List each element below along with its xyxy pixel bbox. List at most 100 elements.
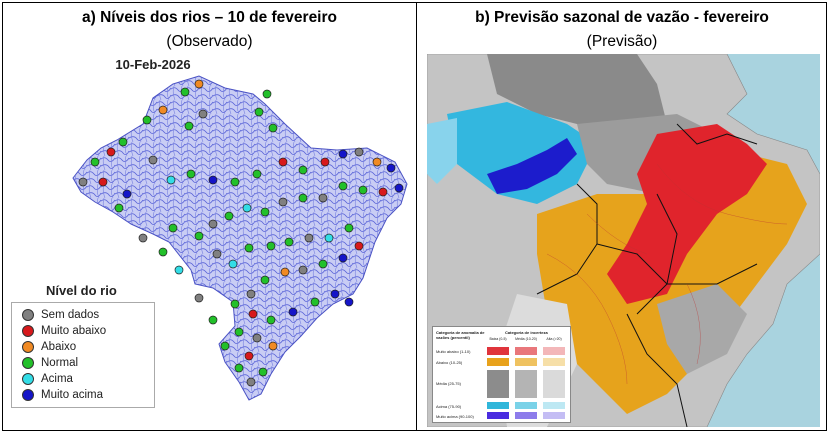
region-red: [607, 124, 767, 304]
river-level-legend: Sem dados Muito abaixo Abaixo Normal Aci…: [11, 302, 155, 408]
green-dot-icon: [22, 357, 34, 369]
station-marker: [304, 233, 314, 243]
station-marker: [138, 233, 148, 243]
legend-item-very-high: Muito acima: [22, 387, 103, 403]
station-marker: [220, 341, 230, 351]
station-marker: [244, 351, 254, 361]
station-marker: [280, 267, 290, 277]
region-cyan: [447, 102, 597, 204]
station-marker: [234, 327, 244, 337]
station-marker: [330, 289, 340, 299]
station-marker: [244, 243, 254, 253]
swatch: [487, 358, 509, 366]
panel-observed: a) Níveis dos rios – 10 de fevereiro (Ob…: [3, 2, 416, 431]
legend-item-normal: Normal: [22, 355, 78, 371]
station-marker: [358, 185, 368, 195]
swatch: [543, 347, 565, 355]
station-marker: [122, 189, 132, 199]
panel-b-subtitle: (Previsão): [586, 33, 658, 50]
station-marker: [158, 105, 168, 115]
station-marker: [158, 247, 168, 257]
station-marker: [288, 307, 298, 317]
station-marker: [344, 297, 354, 307]
station-marker: [208, 315, 218, 325]
swatch: [515, 412, 537, 419]
panel-divider: [416, 2, 417, 431]
legend-label: Muito acima: [41, 389, 103, 401]
swatch: [487, 412, 509, 419]
blue-dot-icon: [22, 389, 34, 401]
swatch: [515, 347, 537, 355]
legend-label: Acima: [41, 373, 73, 385]
panel-a-subtitle: (Observado): [166, 33, 253, 50]
station-marker: [258, 367, 268, 377]
station-marker: [344, 223, 354, 233]
legend-title: Nível do rio: [46, 283, 117, 298]
row-label-very-low: Muito abaixo (1-10): [436, 349, 471, 354]
observed-river-map: [72, 75, 408, 401]
station-marker: [230, 177, 240, 187]
station-marker: [186, 169, 196, 179]
brazil-outline: [72, 75, 408, 401]
station-marker: [338, 253, 348, 263]
region-gray-south: [657, 284, 747, 374]
station-marker: [278, 157, 288, 167]
station-marker: [338, 181, 348, 191]
swatch: [543, 412, 565, 419]
col-high: Alta (>20): [546, 337, 562, 341]
station-marker: [90, 157, 100, 167]
station-marker: [310, 297, 320, 307]
station-marker: [234, 363, 244, 373]
station-marker: [338, 149, 348, 159]
station-marker: [298, 265, 308, 275]
station-marker: [260, 207, 270, 217]
legend-header-anomaly: Categoria de anomalia de vazões (percent…: [436, 330, 485, 340]
station-marker: [242, 203, 252, 213]
station-marker: [106, 147, 116, 157]
legend-item-very-low: Muito abaixo: [22, 323, 106, 339]
station-marker: [372, 157, 382, 167]
station-marker: [194, 79, 204, 89]
gray-dot-icon: [22, 309, 34, 321]
station-marker: [194, 231, 204, 241]
row-label-low: Abaixo (10-25): [436, 360, 463, 365]
station-marker: [208, 219, 218, 229]
legend-item-low: Abaixo: [22, 339, 76, 355]
station-marker: [246, 377, 256, 387]
legend-label: Sem dados: [41, 309, 100, 321]
station-marker: [114, 203, 124, 213]
station-marker: [252, 169, 262, 179]
col-low: Baixa (0-5): [489, 337, 507, 341]
row-label-very-high: Muito acima (90-100): [436, 414, 474, 419]
station-marker: [324, 233, 334, 243]
red-dot-icon: [22, 325, 34, 337]
station-marker: [354, 147, 364, 157]
station-marker: [284, 237, 294, 247]
station-marker: [208, 175, 218, 185]
row-label-high: Acima (75-90): [436, 404, 462, 409]
legend-label: Muito abaixo: [41, 325, 107, 337]
station-marker: [184, 121, 194, 131]
basin-borders: [536, 123, 758, 427]
legend-item-high: Acima: [22, 371, 73, 387]
station-marker: [268, 123, 278, 133]
station-marker: [228, 259, 238, 269]
station-marker: [224, 211, 234, 221]
station-marker: [266, 315, 276, 325]
panel-forecast: b) Previsão sazonal de vazão - fevereiro…: [417, 2, 827, 431]
station-marker: [194, 293, 204, 303]
station-marker: [318, 193, 328, 203]
station-marker: [298, 193, 308, 203]
swatch: [543, 370, 565, 398]
station-marker: [166, 175, 176, 185]
panel-a-title: a) Níveis dos rios – 10 de fevereiro: [81, 9, 337, 26]
swatch: [543, 358, 565, 366]
station-marker: [268, 341, 278, 351]
station-marker: [180, 87, 190, 97]
station-marker: [98, 177, 108, 187]
station-marker: [266, 241, 276, 251]
station-marker: [354, 241, 364, 251]
orange-dot-icon: [22, 341, 34, 353]
station-marker: [260, 275, 270, 285]
